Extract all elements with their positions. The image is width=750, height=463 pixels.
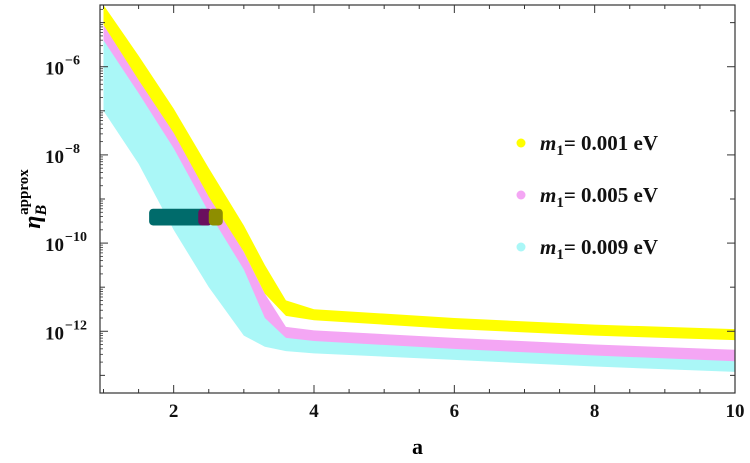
x-tick-label: 4 bbox=[309, 401, 319, 422]
legend-label: m1= 0.001 eV bbox=[540, 131, 658, 159]
y-label-sub: B bbox=[33, 205, 50, 217]
legend-var: m bbox=[540, 235, 556, 259]
legend-var: m bbox=[540, 183, 556, 207]
y-tick-label-exp: −6 bbox=[65, 54, 80, 69]
legend-marker bbox=[516, 242, 526, 252]
observed-region bbox=[149, 208, 223, 226]
observed-segment-2 bbox=[198, 208, 213, 226]
y-label-sup: approx bbox=[16, 169, 32, 215]
legend-rest: = 0.005 eV bbox=[564, 183, 658, 207]
y-tick-label-exp: −12 bbox=[65, 318, 87, 333]
legend-item-2: m1= 0.005 eV bbox=[516, 183, 658, 211]
y-axis-label: ηBapprox bbox=[16, 169, 50, 229]
y-tick-label-base: 10 bbox=[45, 323, 64, 344]
y-tick-label-base: 10 bbox=[45, 59, 64, 80]
legend-sub: 1 bbox=[556, 143, 564, 159]
x-tick-label: 2 bbox=[169, 401, 179, 422]
legend-rest: = 0.009 eV bbox=[564, 235, 658, 259]
y-tick-label-base: 10 bbox=[45, 235, 64, 256]
y-label-main: η bbox=[20, 216, 46, 229]
legend-label: m1= 0.009 eV bbox=[540, 235, 658, 263]
legend-var: m bbox=[540, 131, 556, 155]
y-tick-label-base: 10 bbox=[45, 147, 64, 168]
x-axis-ticks: 2 4 6 8 10 bbox=[103, 5, 745, 422]
legend-sub: 1 bbox=[556, 195, 564, 211]
legend-label: m1= 0.005 eV bbox=[540, 183, 658, 211]
x-tick-label: 8 bbox=[590, 401, 600, 422]
y-axis-label-text: ηBapprox bbox=[16, 169, 50, 229]
x-axis-label: a bbox=[412, 434, 423, 459]
y-tick-label-exp: −10 bbox=[65, 230, 87, 245]
legend-rest: = 0.001 eV bbox=[564, 131, 658, 155]
y-tick-label-exp: −8 bbox=[65, 142, 80, 157]
legend-item-3: m1= 0.009 eV bbox=[516, 235, 658, 263]
x-tick-label: 6 bbox=[450, 401, 460, 422]
legend-marker bbox=[516, 190, 526, 200]
observed-segment-1 bbox=[149, 208, 206, 226]
band-series-1 bbox=[103, 5, 735, 341]
legend-marker bbox=[516, 138, 526, 148]
observed-segment-3 bbox=[208, 208, 223, 226]
legend-item-1: m1= 0.001 eV bbox=[516, 131, 658, 159]
legend-sub: 1 bbox=[556, 247, 564, 263]
x-tick-label: 10 bbox=[726, 401, 745, 422]
